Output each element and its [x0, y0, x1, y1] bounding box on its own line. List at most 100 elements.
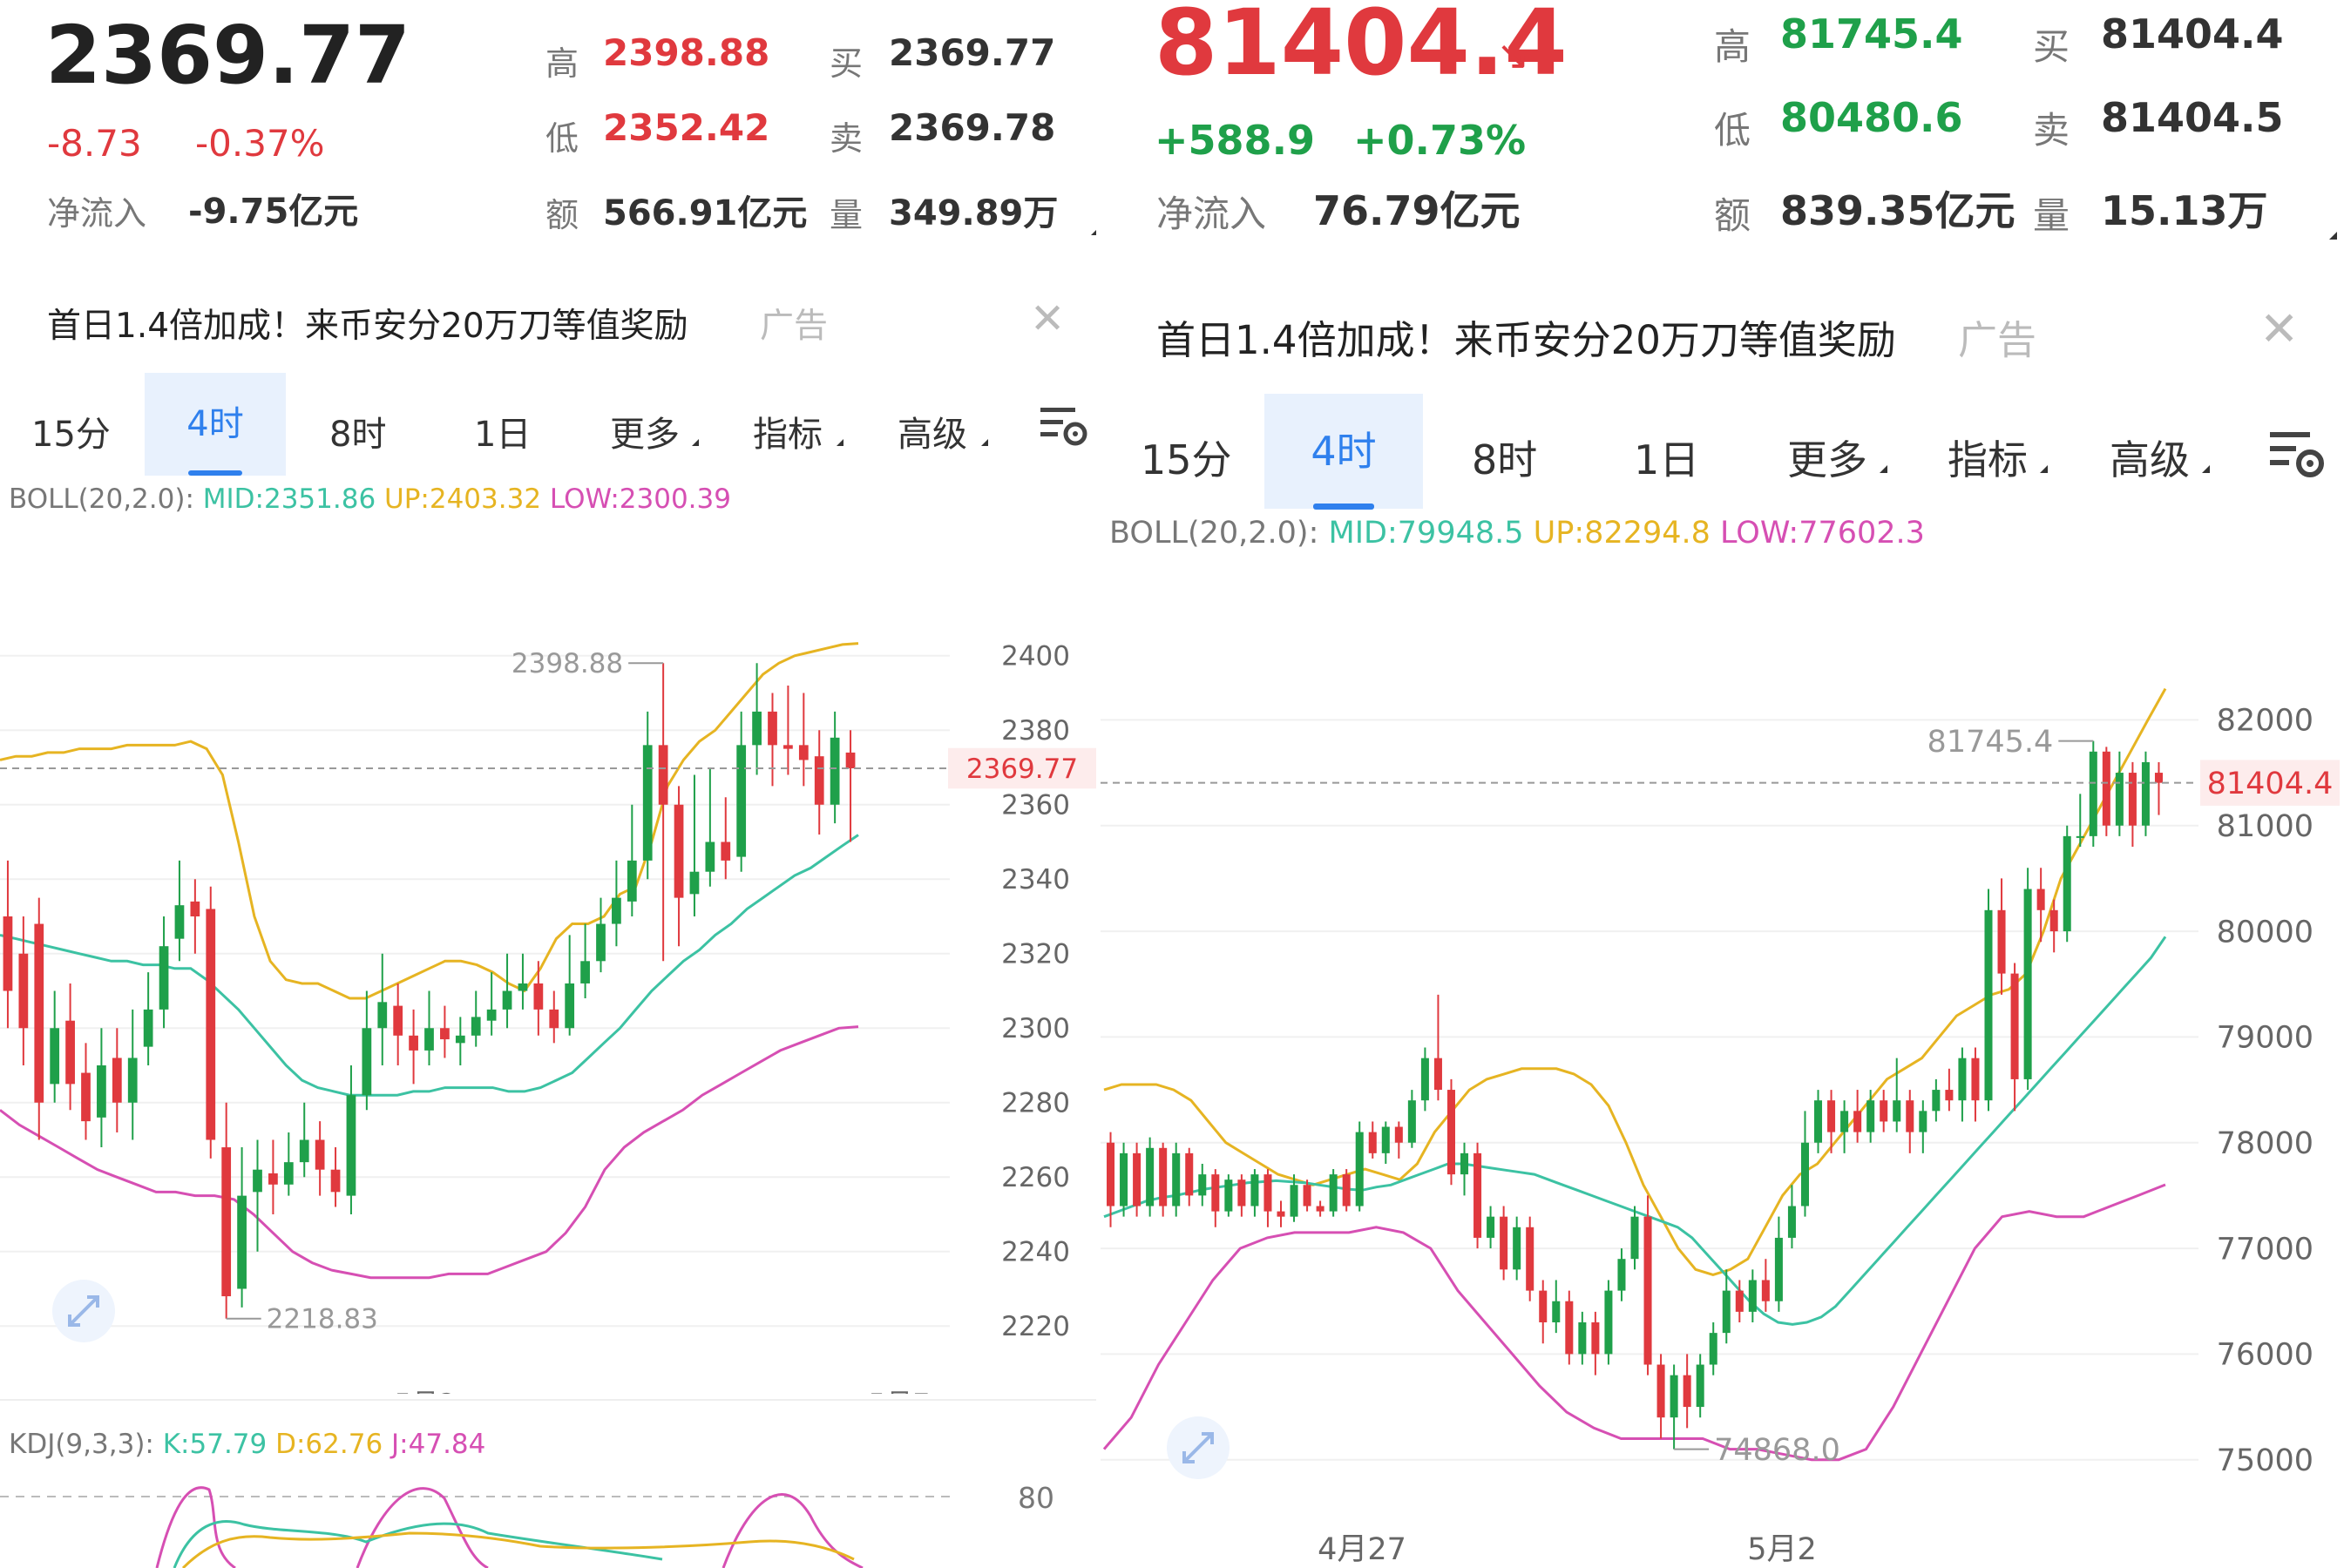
candle: [1460, 1152, 1469, 1175]
candle: [1342, 1174, 1351, 1206]
candle: [1945, 1090, 1954, 1101]
amount-label: 额: [1714, 194, 1751, 237]
candle: [2010, 973, 2019, 1079]
candle: [97, 1065, 106, 1118]
right-panel: 81404.4 ↘ +588.9 +0.73% 净流入 76.79亿元 高 81…: [1101, 0, 2344, 1568]
candle: [486, 1009, 497, 1021]
change-pct: +0.73%: [1353, 117, 1527, 164]
netflow-label: 净流入: [1156, 193, 1267, 235]
candle: [612, 897, 621, 924]
close-icon[interactable]: ✕: [2259, 301, 2300, 356]
tab-1d[interactable]: 1日: [1634, 436, 1700, 483]
buy-label: 买: [2033, 25, 2070, 68]
kdj-divider: [0, 1399, 1101, 1401]
high-annotation: 81745.4: [1927, 725, 2054, 760]
kdj-label: KDJ(9,3,3):: [9, 1429, 154, 1460]
y-tick-label: 78000: [2217, 1126, 2314, 1161]
candle: [1263, 1174, 1272, 1212]
tab-15min[interactable]: 15分: [31, 415, 111, 455]
last-price-label: 81404.4: [2207, 767, 2334, 801]
sell-label: 卖: [2033, 109, 2070, 152]
candle: [1735, 1290, 1744, 1312]
amount-value: 839.35亿元: [1780, 187, 2015, 234]
tab-more[interactable]: 更多: [1787, 436, 1867, 483]
tab-8h[interactable]: 8时: [329, 415, 387, 455]
chart-settings-icon[interactable]: [2268, 427, 2329, 483]
candle: [1146, 1147, 1155, 1206]
boll-upper-line: [0, 642, 859, 1000]
expand-arrows: [68, 1295, 99, 1327]
candle: [1827, 1100, 1836, 1132]
kline-chart-right[interactable]: 82000 81000 80000 79000 78000 77000 76000 75000…: [1101, 558, 2344, 1568]
candle: [1120, 1152, 1128, 1206]
expand-corner-icon[interactable]: [1091, 228, 1098, 235]
high-label: 高: [545, 44, 579, 83]
candle: [1198, 1174, 1207, 1196]
candle: [315, 1139, 325, 1170]
ad-text[interactable]: 首日1.4倍加成！来币安分20万刀等值奖励: [1156, 317, 1896, 363]
tab-15min[interactable]: 15分: [1141, 436, 1232, 483]
candle: [1316, 1206, 1324, 1212]
boll-legend: BOLL(20,2.0): MID:2351.86 UP:2403.32 LOW…: [9, 483, 731, 515]
candle: [1696, 1364, 1704, 1408]
candle: [798, 745, 809, 760]
advanced-dropdown-icon: [981, 439, 988, 446]
tab-1d[interactable]: 1日: [474, 415, 532, 455]
candle: [1446, 1090, 1455, 1175]
y-tick-label: 75000: [2217, 1443, 2314, 1478]
candle: [1433, 1058, 1442, 1091]
candle: [1420, 1058, 1429, 1101]
candle: [1814, 1100, 1823, 1143]
tab-advanced[interactable]: 高级: [898, 415, 967, 455]
expand-icon: [1167, 1416, 1230, 1479]
candle: [1906, 1100, 1914, 1132]
candle: [1277, 1211, 1285, 1217]
candle: [845, 752, 856, 768]
expand-icon: [52, 1280, 115, 1342]
tab-indicators[interactable]: 指标: [1948, 436, 2028, 483]
low-value: 80480.6: [1780, 94, 1963, 141]
candle: [3, 916, 13, 991]
candle: [1643, 1216, 1652, 1365]
candle: [159, 946, 169, 1010]
candle: [1487, 1216, 1495, 1238]
candle: [1630, 1216, 1639, 1260]
expand-corner-icon[interactable]: [2329, 232, 2337, 240]
candle: [1893, 1100, 1901, 1122]
tab-more[interactable]: 更多: [610, 415, 680, 455]
candle: [1578, 1322, 1587, 1355]
candle: [1107, 1142, 1115, 1206]
y-tick-label: 2380: [1001, 715, 1070, 747]
candle: [190, 901, 200, 916]
boll-mid: MID:2351.86: [202, 483, 376, 515]
candle: [221, 1147, 232, 1297]
chart-settings-icon[interactable]: [1039, 402, 1091, 451]
kdj-j-line-2: [356, 1487, 489, 1568]
kdj-legend: KDJ(9,3,3): K:57.79 D:62.76 J:47.84: [9, 1429, 485, 1460]
ad-tag: 广告: [1958, 317, 2037, 363]
tab-4h[interactable]: 4时: [1264, 394, 1423, 509]
tab-8h[interactable]: 8时: [1472, 436, 1538, 483]
netflow-label: 净流入: [47, 194, 147, 233]
candle: [2115, 773, 2124, 826]
candle: [127, 1058, 138, 1103]
candle: [253, 1169, 262, 1193]
candle: [1840, 1111, 1849, 1132]
close-icon[interactable]: ✕: [1030, 294, 1066, 343]
ad-text[interactable]: 首日1.4倍加成！来币安分20万刀等值奖励: [47, 307, 688, 346]
candle: [549, 1009, 559, 1029]
candle: [2154, 773, 2163, 783]
candle: [1880, 1100, 1888, 1122]
candle: [596, 923, 606, 962]
candle: [1761, 1280, 1770, 1301]
candle: [1604, 1290, 1613, 1355]
candle: [658, 745, 668, 805]
candle: [346, 1095, 356, 1196]
tab-indicators[interactable]: 指标: [753, 415, 823, 455]
candle: [502, 990, 512, 1010]
boll-up: UP:82294.8: [1533, 516, 1711, 551]
kline-chart-left[interactable]: 2400 2380 2360 2340 2320 2300 2280 2260 2240 2220…: [0, 523, 1101, 1394]
tab-advanced[interactable]: 高级: [2110, 436, 2190, 483]
candle: [1211, 1174, 1220, 1212]
tab-4h[interactable]: 4时: [145, 373, 286, 476]
